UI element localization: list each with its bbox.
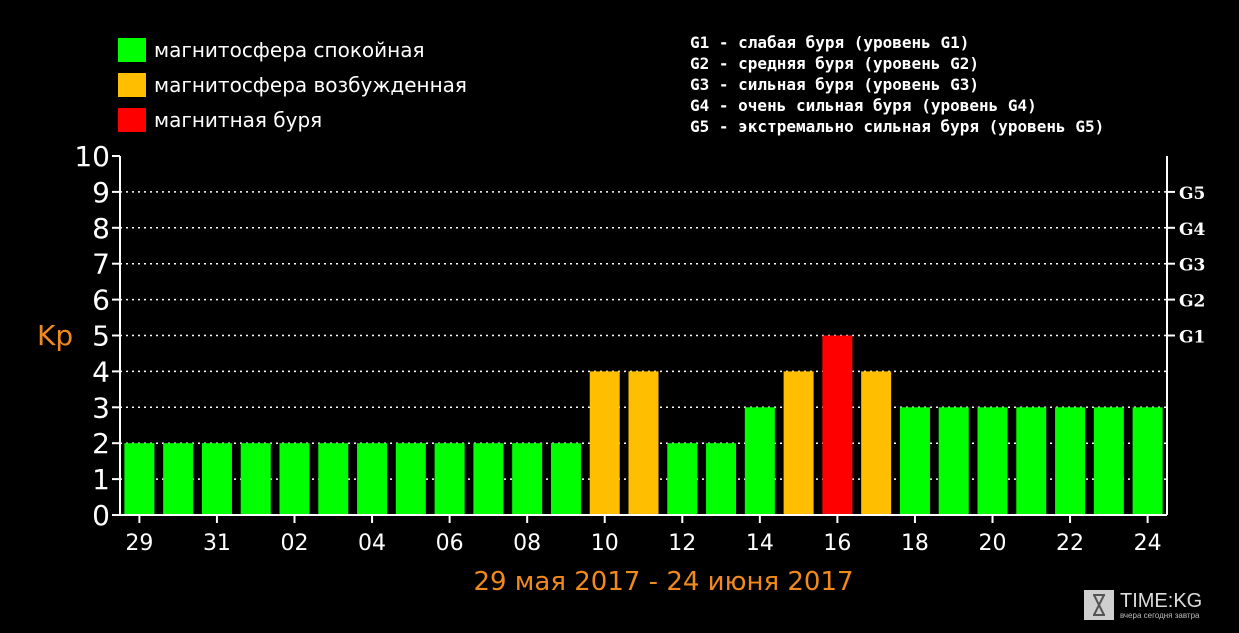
legend-item-active: магнитосфера возбужденная [118,67,467,102]
storm-level-g5: G5 - экстремально сильная буря (уровень … [690,117,1105,136]
bar-01 [240,443,271,515]
bar-03 [318,443,349,515]
y-tick-label: 10 [74,140,110,173]
bar-07 [473,443,504,515]
y-tick-label: 3 [92,391,110,424]
bar-13 [706,443,737,515]
y-tick-label: 4 [92,355,110,388]
bar-23 [1093,407,1124,515]
bar-18 [899,407,930,515]
bar-22 [1055,407,1086,515]
legend-swatch-active [118,72,146,97]
bar-31 [201,443,232,515]
g-tick-label: G1 [1179,328,1205,348]
bar-02 [279,443,310,515]
storm-level-g1: G1 - слабая буря (уровень G1) [690,33,970,52]
y-tick-label: 5 [92,320,110,353]
x-tick-label: 31 [203,531,231,556]
y-tick-label: 9 [92,176,110,209]
x-tick-label: 04 [358,531,386,556]
legend-item-storm: магнитная буря [118,102,467,137]
bar-14 [744,407,775,515]
bar-15 [783,371,814,515]
x-tick-label: 24 [1134,531,1162,556]
storm-level-g2: G2 - средняя буря (уровень G2) [690,54,979,73]
bar-29 [124,443,155,515]
bar-08 [512,443,543,515]
g-tick-label: G4 [1179,220,1206,240]
legend-label-active: магнитосфера возбужденная [154,72,467,97]
hourglass-icon [1084,590,1114,620]
x-tick-label: 29 [125,531,153,556]
y-axis-label: Kp [37,319,73,352]
bar-17 [861,371,892,515]
y-tick-label: 0 [92,499,110,532]
y-tick-label: 1 [92,463,110,496]
bar-30 [163,443,194,515]
legend-item-quiet: магнитосфера спокойная [118,32,467,67]
storm-level-g3: G3 - сильная буря (уровень G3) [690,75,979,94]
bar-09 [550,443,581,515]
bar-11 [628,371,659,515]
watermark-title: TIME:KG [1120,589,1203,612]
bar-16 [822,335,853,515]
legend-label-quiet: магнитосфера спокойная [154,37,425,62]
bar-12 [667,443,698,515]
y-tick-label: 2 [92,427,110,460]
legend: магнитосфера спокойная магнитосфера возб… [118,32,467,137]
g-tick-label: G3 [1179,256,1205,276]
bar-19 [938,407,969,515]
x-tick-label: 20 [979,531,1007,556]
legend-label-storm: магнитная буря [154,107,323,132]
bar-05 [395,443,426,515]
watermark-subtitle: вчера сегодня завтра [1120,610,1200,620]
x-tick-label: 08 [513,531,541,556]
bar-24 [1132,407,1163,515]
x-tick-label: 16 [823,531,851,556]
storm-level-g4: G4 - очень сильная буря (уровень G4) [690,96,1037,115]
bar-20 [977,407,1008,515]
legend-swatch-storm [118,107,146,132]
x-tick-label: 10 [591,531,619,556]
bar-06 [434,443,465,515]
g-tick-label: G5 [1179,184,1205,204]
y-tick-label: 6 [92,284,110,317]
x-tick-label: 12 [668,531,696,556]
bar-04 [357,443,388,515]
y-tick-label: 7 [92,248,110,281]
legend-swatch-quiet [118,37,146,62]
x-tick-label: 14 [746,531,774,556]
storm-level-list: G1 - слабая буря (уровень G1) G2 - средн… [690,32,1104,137]
y-tick-label: 8 [92,212,110,245]
x-tick-label: 02 [281,531,309,556]
x-tick-label: 06 [436,531,464,556]
bar-10 [589,371,620,515]
watermark: TIME:KG вчера сегодня завтра [1084,590,1202,620]
bar-21 [1016,407,1047,515]
x-tick-label: 22 [1056,531,1084,556]
g-tick-label: G2 [1179,292,1205,312]
x-tick-label: 18 [901,531,929,556]
x-axis-label: 29 мая 2017 - 24 июня 2017 [473,567,853,597]
